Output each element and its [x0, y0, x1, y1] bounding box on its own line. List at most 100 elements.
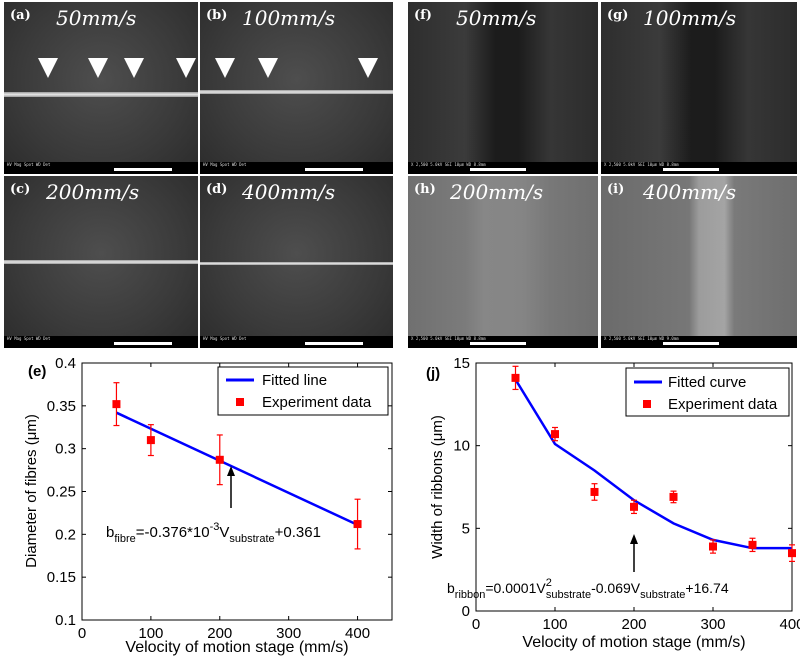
panel-label: (g) — [607, 8, 629, 23]
y-tick-label: 0.2 — [55, 526, 76, 543]
arrowhead-marker — [258, 58, 278, 78]
scale-bar — [305, 168, 363, 171]
fibre — [200, 90, 393, 94]
eq-part1: =0.0001V — [485, 580, 546, 596]
data-point — [353, 520, 362, 529]
legend-box — [625, 367, 790, 417]
eq-b: b — [447, 580, 455, 596]
data-point — [551, 430, 559, 439]
x-tick-label: 100 — [138, 625, 163, 642]
x-tick-label: 0 — [472, 616, 480, 633]
legend-label-fitted: Fitted curve — [668, 374, 746, 391]
fibre — [4, 92, 198, 97]
eq-v: V — [219, 524, 229, 541]
eq-sub-substrate-2: substrate — [640, 589, 685, 601]
legend-box — [217, 366, 389, 416]
panel-label: (b) — [206, 8, 228, 23]
annotation-arrowhead — [630, 534, 638, 544]
arrowhead-marker — [38, 58, 58, 78]
y-tick-label: 0.25 — [47, 484, 76, 501]
scale-bar — [470, 342, 526, 345]
sem-databar: HV Mag Spot WD Det — [200, 336, 393, 348]
svg-text:bfibre=-0.376*10-3Vsubstrate+0: bfibre=-0.376*10-3Vsubstrate+0.361 — [106, 521, 321, 545]
annotation-arrowhead — [227, 466, 235, 476]
data-point — [112, 400, 121, 409]
y-tick-label: 15 — [453, 355, 470, 372]
eq-part1: =-0.376*10 — [136, 524, 210, 541]
arrowhead-marker — [88, 58, 108, 78]
sem-panel-d: (d) 400mm/s HV Mag Spot WD Det — [200, 176, 393, 348]
x-tick-label: 400 — [779, 616, 800, 633]
panel-label: (h) — [414, 182, 436, 197]
eq-sup-2: 2 — [546, 577, 552, 589]
data-point — [709, 542, 717, 551]
eq-part2: -0.069V — [591, 580, 641, 596]
data-point — [215, 455, 224, 464]
x-axis-label: Velocity of motion stage (mm/s) — [125, 639, 348, 656]
legend-label-experiment: Experiment data — [668, 396, 778, 413]
scale-bar — [663, 342, 719, 345]
speed-label: 100mm/s — [643, 6, 737, 30]
y-tick-label: 0.35 — [47, 398, 76, 415]
y-tick-label: 0.1 — [55, 612, 76, 629]
speed-label: 50mm/s — [56, 6, 137, 30]
chart-ribbon-width: (j) 0 100 200 300 400 0 5 10 15 Velocity of moti… — [426, 355, 800, 651]
x-tick-label: 200 — [621, 616, 646, 633]
legend-marker-swatch — [643, 400, 651, 408]
x-tick-label: 100 — [542, 616, 567, 633]
scale-bar — [663, 168, 719, 171]
x-tick-label: 0 — [78, 625, 86, 642]
y-tick-label: 10 — [453, 438, 470, 455]
eq-part2: +0.361 — [275, 524, 321, 541]
speed-label: 400mm/s — [643, 180, 737, 204]
fit-equation: bribbon=0.0001V2 substrate-0.069Vsubstrat… — [447, 534, 729, 601]
data-point — [146, 436, 155, 445]
arrowhead-marker — [124, 58, 144, 78]
y-axis-label: Diameter of fibres (μm) — [23, 414, 40, 568]
sem-panel-a: (a) 50mm/s HV Mag Spot WD Det — [4, 2, 198, 174]
speed-label: 100mm/s — [242, 6, 336, 30]
fibre — [200, 262, 393, 265]
speed-label: 200mm/s — [450, 180, 544, 204]
sem-panel-h: (h) 200mm/s X 2,500 5.0kV SEI 10μm WD 8.… — [408, 176, 598, 348]
fit-line — [514, 378, 792, 550]
y-axis-label: Width of ribbons (μm) — [429, 415, 446, 559]
fibre — [4, 260, 198, 264]
arrowhead-marker — [358, 58, 378, 78]
eq-sub-substrate-1: substrate — [546, 589, 591, 601]
x-axis-label: Velocity of motion stage (mm/s) — [522, 634, 745, 651]
data-point — [669, 492, 678, 501]
speed-label: 50mm/s — [456, 6, 537, 30]
eq-sub-substrate: substrate — [229, 533, 274, 545]
scale-bar — [470, 168, 526, 171]
eq-sup-exp: -3 — [210, 521, 220, 533]
chart-fibre-diameter: (e) 0 100 200 300 400 0.1 0.15 0.2 0.25 0.3 0.35 0.… — [23, 355, 393, 656]
x-tick-label: 400 — [345, 625, 370, 642]
x-tick-label: 200 — [207, 625, 232, 642]
eq-b: b — [106, 524, 114, 541]
panel-label: (e) — [28, 363, 46, 380]
data-point — [630, 502, 638, 511]
sem-panel-c: (c) 200mm/s HV Mag Spot WD Det — [4, 176, 198, 348]
arrowhead-marker — [176, 58, 196, 78]
y-tick-label: 0 — [462, 603, 470, 620]
y-tick-label: 0.4 — [55, 355, 76, 372]
sem-databar: HV Mag Spot WD Det — [4, 336, 198, 348]
sem-panel-f: (f) 50mm/s X 2,500 5.0kV SEI 10μm WD 8.8… — [408, 2, 598, 174]
sem-panel-i: (i) 400mm/s X 2,500 5.0kV SEI 10μm WD 9.… — [601, 176, 797, 348]
eq-sub-fibre: fibre — [114, 533, 135, 545]
data-point — [788, 549, 796, 558]
x-tick-label: 300 — [700, 616, 725, 633]
sem-panel-g: (g) 100mm/s X 2,500 5.0kV SEI 10μm WD 8.… — [601, 2, 797, 174]
panel-label: (j) — [426, 365, 440, 382]
data-point — [748, 540, 757, 549]
speed-label: 400mm/s — [242, 180, 336, 204]
fit-equation: bfibre=-0.376*10-3Vsubstrate+0.361 — [106, 466, 321, 545]
sem-databar: HV Mag Spot WD Det — [200, 162, 393, 174]
sem-panel-b: (b) 100mm/s HV Mag Spot WD Det — [200, 2, 393, 174]
y-tick-label: 0.3 — [55, 441, 76, 458]
legend: Fitted line Experiment data — [217, 366, 389, 416]
panel-label: (i) — [607, 182, 625, 197]
eq-sub-ribbon: ribbon — [455, 589, 486, 601]
